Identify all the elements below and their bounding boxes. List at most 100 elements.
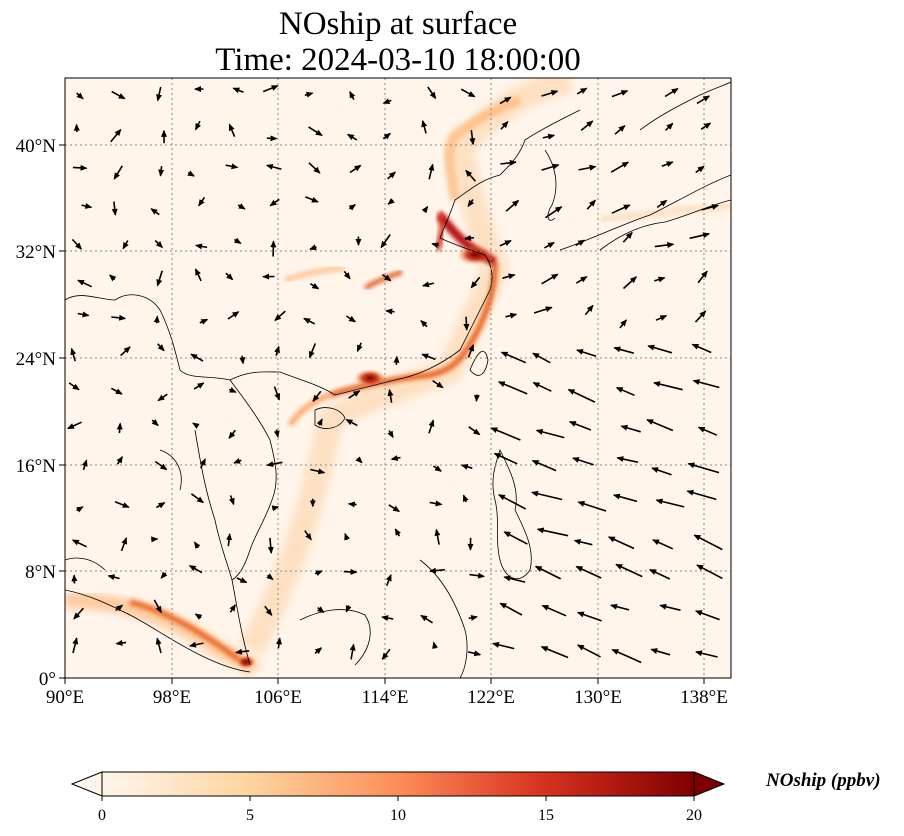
wind-arrow [195,243,208,250]
wind-arrow [385,308,395,315]
wind-arrow [615,386,635,397]
wind-arrow [505,312,518,319]
wind-arrow [664,122,674,131]
wind-arrow [575,239,586,247]
wind-arrow [314,647,323,655]
wind-arrow [156,270,163,287]
wind-arrow [467,199,475,208]
wind-arrow [462,494,469,503]
wind-arrow [235,648,250,655]
wind-arrow [151,536,159,543]
wind-arrow [380,234,391,249]
wind-arrow [192,422,200,429]
wind-arrow [387,171,396,180]
wind-arrow [156,86,162,102]
wind-arrow [610,603,630,611]
lat-tick-label: 40°N [16,136,57,157]
wind-arrow [493,452,518,465]
wind-arrow [77,311,90,318]
wind-arrow [309,244,317,251]
wind-arrow [664,87,679,98]
wind-arrow [469,129,476,146]
wind-arrow [394,528,401,537]
wind-arrow [691,343,712,354]
wind-arrow [76,506,84,513]
wind-arrow [393,355,400,365]
colorbar-tick-label: 15 [538,807,554,824]
wind-arrow [194,613,203,620]
wind-arrow [110,387,123,395]
wind-arrow [541,604,567,617]
wind-arrow [305,196,319,203]
wind-arrow [503,575,526,583]
wind-arrow [120,537,128,552]
wind-arrow [422,281,434,288]
wind-arrow [467,343,475,358]
wind-arrow [467,650,482,657]
wind-arrow [531,459,557,472]
wind-arrow [72,637,79,654]
wind-arrow [577,501,607,512]
wind-arrow [317,606,325,614]
wind-arrow [647,344,673,354]
wind-arrow [572,457,594,466]
wind-arrow [503,531,528,545]
gridlines [65,78,731,678]
wind-arrow [157,343,165,352]
wind-arrow [622,276,638,290]
wind-arrow [610,161,630,173]
wind-arrow [531,490,563,501]
wind-arrow [578,164,597,171]
wind-arrow [120,346,131,357]
wind-arrow [622,231,633,243]
wind-arrow [470,276,481,289]
wind-arrow [540,646,569,659]
wind-arrow [584,304,594,316]
wind-arrow [656,199,668,209]
wind-arrow [68,382,80,391]
wind-arrow [275,637,282,649]
wind-arrow [544,206,563,219]
wind-arrow [316,418,323,426]
wind-arrow [347,501,357,508]
wind-arrow [420,614,434,624]
wind-arrow [611,90,629,98]
wind-arrow [700,122,712,130]
wind-arrow [228,387,237,393]
wind-arrow [345,605,352,613]
wind-arrow [694,310,707,323]
wind-arrow [151,419,159,427]
wind-arrow [356,342,363,353]
wind-arrow [615,563,643,578]
wind-arrow [274,345,280,356]
wind-arrow [237,203,246,210]
wind-arrow [534,565,562,580]
wind-arrow [655,498,685,508]
lat-tick-label: 16°N [16,456,57,477]
wind-arrow [505,199,520,212]
wind-arrow [304,530,312,541]
wind-arrow [160,571,168,579]
wind-arrow [225,163,239,170]
wind-arrow [111,201,118,216]
wind-arrow [187,170,195,177]
wind-arrow [115,604,124,612]
wind-arrow [153,315,160,324]
wind-arrow [463,316,470,331]
wind-arrow [619,319,627,329]
colorbar-tick-label: 20 [686,807,702,824]
plot-title-line2: Time: 2024-03-10 18:00:00 [215,42,581,78]
wind-arrow [348,390,361,399]
wind-arrow [646,419,674,432]
wind-arrow [500,351,527,364]
wind-arrow [568,420,592,431]
wind-arrow [497,381,528,395]
wind-arrow [349,90,356,100]
wind-arrow [228,123,236,138]
lon-tick-label: 114°E [362,687,409,708]
wind-arrow [111,90,126,100]
wind-arrow [154,239,164,249]
wind-arrow [695,650,718,658]
wind-arrow [541,163,560,171]
wind-arrow [77,279,93,288]
